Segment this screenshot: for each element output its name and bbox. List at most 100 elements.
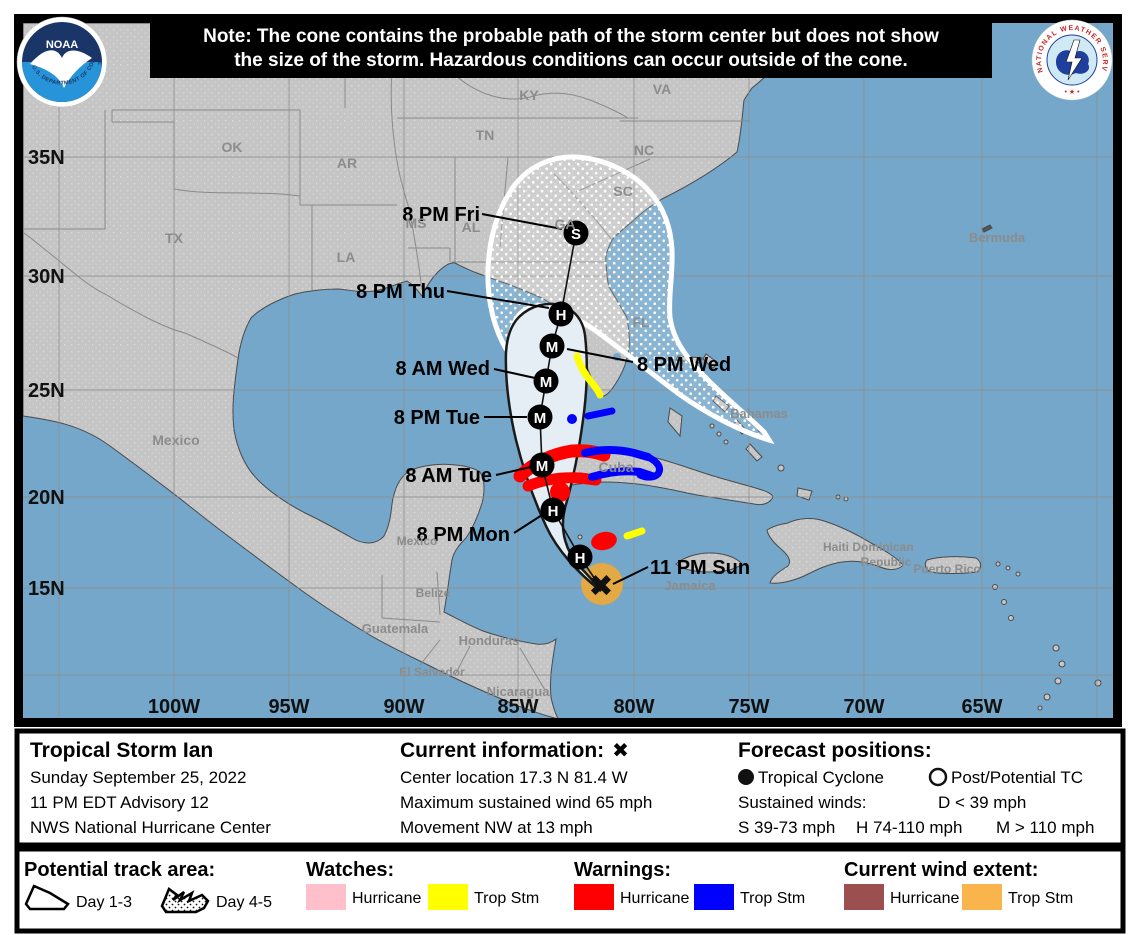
label-bermuda: Bermuda: [969, 230, 1026, 245]
marker-m-wed-pm: M: [539, 333, 565, 359]
marker-s: S: [563, 220, 589, 246]
hispaniola: [766, 518, 904, 584]
storm-date: Sunday September 25, 2022: [30, 768, 246, 787]
label-jamaica: Jamaica: [664, 578, 716, 593]
hurricane-warning-label: Hurricane: [620, 890, 689, 907]
callout-lines: [446, 213, 649, 585]
label-republic: Republic: [861, 555, 912, 569]
forecast-markers: S H M M M M H H ✖: [527, 220, 614, 603]
marker-letter: S: [571, 226, 581, 243]
tropstm-watch-florida: [573, 352, 604, 399]
state-label-ga: GA: [555, 216, 576, 232]
tropical-cyclone-label: Tropical Cyclone: [758, 768, 884, 787]
wind-m-label: M > 110 mph: [996, 818, 1094, 837]
current-movement: Movement NW at 13 mph: [400, 818, 593, 837]
label-el-salvador: El Salvador: [399, 665, 465, 679]
tropstm-warning-label: Trop Stm: [740, 890, 805, 907]
state-label-al: AL: [462, 219, 481, 235]
tropstm-warning-swatch: [694, 884, 734, 910]
marker-h-mon-am: H: [567, 544, 593, 570]
day13-label: Day 1-3: [76, 894, 132, 911]
tropstm-watch-cayman: [623, 527, 646, 540]
warnings-title: Warnings:: [574, 859, 671, 881]
watches-title: Watches:: [306, 859, 394, 881]
info-panel: Tropical Storm Ian Sunday September 25, …: [14, 728, 1126, 848]
label-mexico: Mexico: [152, 432, 199, 448]
label-belize: Belize: [416, 586, 451, 600]
note-banner: Note: The cone contains the probable pat…: [150, 16, 992, 78]
label-nicaragua: Nicaragua: [487, 684, 551, 699]
time-label: 8 PM Fri: [402, 204, 480, 226]
state-label-sc: SC: [613, 183, 632, 199]
marker-letter: H: [548, 503, 559, 520]
time-labels: 8 PM Fri 8 PM Thu 8 PM Wed 8 AM Wed 8 PM…: [356, 204, 750, 579]
open-circle-icon: [928, 767, 948, 787]
tropstm-watch-label: Trop Stm: [474, 890, 539, 907]
current-position-symbol: ✖: [612, 740, 629, 762]
wind-d-label: D < 39 mph: [938, 793, 1026, 812]
marker-letter: M: [534, 410, 547, 427]
label-haiti: Haiti: [823, 540, 849, 554]
lat-label-25n: 25N: [28, 380, 65, 402]
state-label-nc: NC: [634, 142, 654, 158]
time-label: 8 AM Tue: [405, 465, 492, 487]
note-line-1: Note: The cone contains the probable pat…: [203, 26, 939, 47]
marker-m-tue-am: M: [529, 452, 555, 478]
time-label: 8 PM Tue: [394, 407, 480, 429]
tropstm-warning-cuba-3: [636, 453, 663, 481]
marker-h-thu: H: [548, 301, 574, 327]
state-label-fl: FL: [632, 314, 650, 330]
lon-label-65w: 65W: [961, 696, 1002, 718]
tropstm-warning-keys: [584, 407, 616, 420]
puerto-rico: [924, 556, 982, 574]
track-area-title: Potential track area:: [24, 859, 215, 881]
nws-lightning-icon: [1065, 39, 1083, 81]
noaa-acronym: NOAA: [46, 39, 78, 51]
current-max-wind: Maximum sustained wind 65 mph: [400, 793, 652, 812]
note-line-2: the size of the storm. Hazardous conditi…: [234, 50, 908, 71]
hurricane-watch-swatch: [306, 884, 346, 910]
lon-label-85w: 85W: [497, 696, 538, 718]
wind-extent-title: Current wind extent:: [844, 859, 1038, 881]
marker-letter: M: [540, 374, 553, 391]
marker-letter: H: [556, 307, 567, 324]
nws-stars: • ★ •: [1064, 88, 1080, 96]
time-label: 8 PM Wed: [637, 354, 731, 376]
lesser-antilles: [992, 561, 1102, 711]
storm-agency: NWS National Hurricane Center: [30, 818, 271, 837]
marker-m-tue-pm: M: [527, 404, 553, 430]
sustained-winds-label: Sustained winds:: [738, 793, 867, 812]
storm-advisory: 11 PM EDT Advisory 12: [30, 793, 209, 812]
label-puerto-rico: Puerto Rico: [913, 562, 980, 576]
tropstm-watch-swatch: [428, 884, 468, 910]
state-label-tn: TN: [476, 127, 495, 143]
jamaica: [675, 552, 743, 573]
marker-m-wed-am: M: [533, 368, 559, 394]
filled-circle-icon: [738, 769, 754, 785]
time-label: 8 AM Wed: [396, 358, 490, 380]
lat-label-20n: 20N: [28, 487, 65, 509]
legend-panel: Potential track area: Day 1-3 Day 4-5 Wa…: [14, 846, 1126, 934]
hurricane-watch-label: Hurricane: [352, 890, 421, 907]
state-labels: TX OK AR LA MS AL TN KY VA NC SC GA FL: [165, 81, 671, 330]
map-area: S H M M M M H H ✖ 8 PM Fri 8 PM Thu 8 PM…: [23, 23, 1113, 718]
current-info-title: Current information: ✖: [400, 739, 629, 762]
label-honduras: Honduras: [459, 633, 520, 648]
day13-cone-icon: [24, 884, 70, 911]
post-potential-tc-label: Post/Potential TC: [951, 768, 1083, 787]
tropstm-wind-extent-swatch: [962, 884, 1002, 910]
lat-label-35n: 35N: [28, 147, 65, 169]
lon-label-95w: 95W: [268, 696, 309, 718]
hurricane-warning-isle-youth: [550, 482, 570, 502]
nws-logo-icon: NATIONAL WEATHER SERVICE • ★ •: [1031, 19, 1113, 101]
state-label-ky: KY: [519, 87, 539, 103]
time-label: 8 PM Thu: [356, 281, 445, 303]
lat-label-15n: 15N: [28, 578, 65, 600]
lat-labels: 35N 30N 25N 20N 15N: [28, 147, 65, 600]
tropstm-warning-cuba-1: [581, 446, 652, 461]
state-label-va: VA: [653, 81, 671, 97]
lon-label-75w: 75W: [728, 696, 769, 718]
label-cuba: Cuba: [599, 459, 634, 475]
